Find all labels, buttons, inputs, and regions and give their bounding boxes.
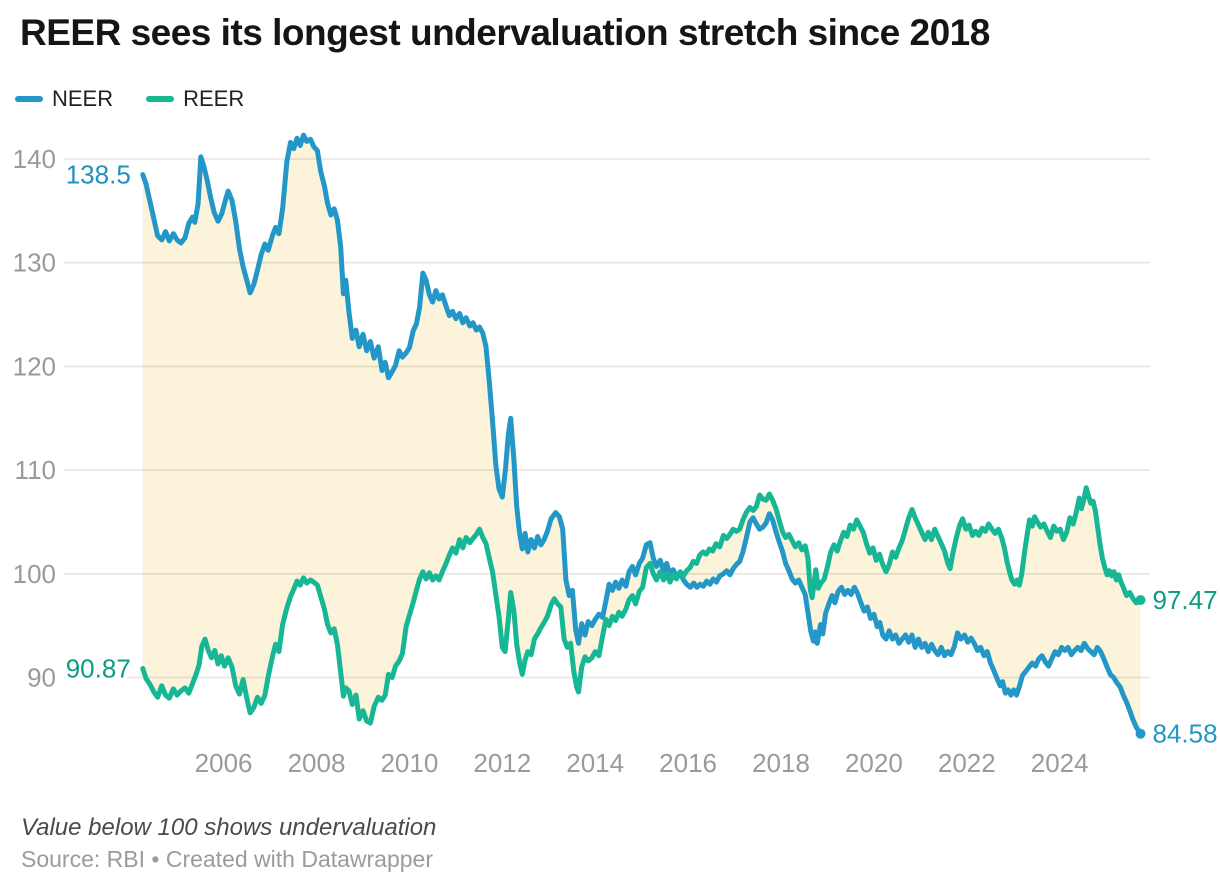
legend-item-neer: NEER	[15, 86, 113, 112]
y-tick-label-130: 130	[13, 248, 56, 278]
legend: NEER REER	[15, 86, 244, 112]
source-line: Source: RBI • Created with Datawrapper	[21, 846, 434, 872]
neer-start-value-label: 138.5	[66, 160, 131, 190]
neer-end-dot	[1135, 728, 1146, 739]
reer-start-value-label: 90.87	[66, 654, 131, 684]
neer-swatch-icon	[15, 96, 43, 102]
y-tick-label-140: 140	[13, 144, 56, 174]
reer-end-dot	[1135, 595, 1146, 605]
x-tick-label-2022: 2022	[938, 748, 996, 778]
y-tick-label-100: 100	[13, 559, 56, 589]
x-tick-label-2016: 2016	[659, 748, 717, 778]
x-tick-label-2010: 2010	[380, 748, 438, 778]
y-tick-label-120: 120	[13, 351, 56, 381]
x-tick-label-2020: 2020	[845, 748, 903, 778]
neer-end-value-label: 84.58	[1153, 719, 1218, 749]
y-tick-label-90: 90	[27, 663, 56, 693]
legend-label-reer: REER	[183, 86, 245, 111]
chart-note: Value below 100 shows undervaluation	[21, 814, 437, 841]
legend-label-neer: NEER	[52, 86, 114, 111]
reer-line	[140, 485, 1143, 726]
x-tick-label-2012: 2012	[473, 748, 531, 778]
x-tick-label-2024: 2024	[1031, 748, 1089, 778]
x-tick-label-2008: 2008	[288, 748, 346, 778]
x-tick-label-2014: 2014	[566, 748, 624, 778]
legend-item-reer: REER	[146, 86, 244, 112]
x-tick-label-2018: 2018	[752, 748, 810, 778]
chart-title: REER sees its longest undervaluation str…	[20, 12, 990, 53]
x-tick-label-2006: 2006	[195, 748, 253, 778]
undervaluation-band-area	[142, 135, 1141, 734]
y-tick-label-110: 110	[15, 455, 56, 485]
reer-end-value-label: 97.47	[1153, 585, 1218, 615]
reer-swatch-icon	[146, 96, 175, 102]
neer-line	[140, 132, 1143, 737]
